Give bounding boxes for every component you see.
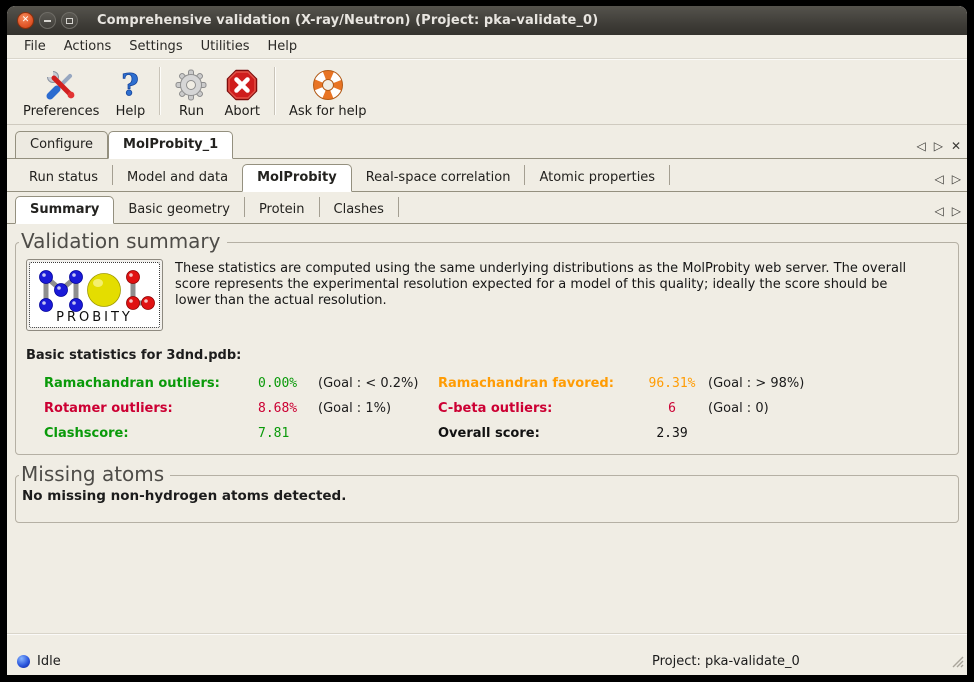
tab-scroll-left-icon[interactable]: ◁ [934, 172, 944, 186]
tools-icon [44, 68, 78, 104]
stat-goal: (Goal : < 0.2%) [318, 376, 419, 391]
logo-caption: PROBITY [56, 309, 133, 325]
tab-molprobity-1[interactable]: MolProbity_1 [108, 131, 234, 159]
app-window: ✕ Comprehensive validation (X-ray/Neutro… [7, 6, 967, 675]
window-title: Comprehensive validation (X-ray/Neutron)… [97, 13, 599, 28]
run-button[interactable]: Run [166, 62, 216, 120]
notebook-tabs-top: Configure MolProbity_1 ◁ ▷ ✕ [7, 125, 967, 159]
summary-description: These statistics are computed using the … [175, 261, 907, 308]
menu-bar: File Actions Settings Utilities Help [7, 35, 967, 58]
stat-label: Overall score: [438, 426, 540, 441]
menu-help[interactable]: Help [267, 39, 298, 54]
stat-goal: (Goal : 1%) [318, 401, 392, 416]
validation-summary-groupbox: Validation summary [15, 229, 959, 455]
spacer [7, 634, 967, 647]
tab-summary[interactable]: Summary [15, 196, 115, 224]
stats-row: Ramachandran outliers: 0.00% (Goal : < 0… [16, 371, 958, 396]
tab-separator [397, 197, 399, 217]
svg-text:?: ? [122, 68, 140, 102]
stat-value: 7.81 [258, 426, 290, 441]
status-sphere-icon [17, 654, 30, 668]
tab-separator [524, 165, 526, 185]
missing-atoms-groupbox: Missing atoms No missing non-hydrogen at… [15, 462, 959, 523]
lifebuoy-icon [311, 68, 345, 104]
toolbar-separator [159, 66, 161, 115]
menu-file[interactable]: File [24, 39, 46, 54]
minimize-icon [44, 19, 51, 22]
validation-summary-heading: Validation summary [19, 229, 227, 253]
tab-molprobity[interactable]: MolProbity [242, 164, 352, 192]
close-icon: ✕ [21, 15, 30, 25]
stat-label: Clashscore: [44, 426, 129, 441]
toolbar-button-label: Ask for help [289, 103, 367, 119]
stats-title: Basic statistics for 3dnd.pdb: [26, 348, 242, 363]
stat-label: Ramachandran outliers: [44, 376, 220, 391]
tab-scroll-right-icon[interactable]: ▷ [951, 204, 961, 218]
toolbar: Preferences ? Help [7, 58, 967, 125]
tab-real-space-correlation[interactable]: Real-space correlation [365, 170, 511, 185]
toolbar-button-label: Preferences [23, 103, 100, 119]
window-close-button[interactable]: ✕ [17, 12, 34, 29]
stat-label: Rotamer outliers: [44, 401, 173, 416]
tab-atomic-properties[interactable]: Atomic properties [539, 170, 656, 185]
stat-value: 2.39 [656, 426, 688, 441]
tab-basic-geometry[interactable]: Basic geometry [128, 202, 230, 217]
title-bar[interactable]: ✕ Comprehensive validation (X-ray/Neutro… [7, 6, 967, 35]
stat-goal: (Goal : > 98%) [708, 376, 805, 391]
help-button[interactable]: ? Help [107, 62, 153, 120]
stat-value: 0.00% [258, 376, 298, 391]
missing-atoms-heading: Missing atoms [19, 462, 171, 486]
toolbar-button-label: Run [179, 103, 204, 119]
stat-value: 96.31% [648, 376, 696, 391]
abort-button[interactable]: Abort [216, 62, 268, 120]
toolbar-separator [274, 66, 276, 115]
tab-run-status[interactable]: Run status [29, 170, 99, 185]
mol-spheres-art [38, 269, 155, 312]
window-minimize-button[interactable] [39, 12, 56, 29]
menu-utilities[interactable]: Utilities [200, 39, 250, 54]
tab-scroll-left-icon[interactable]: ◁ [916, 139, 926, 153]
question-icon: ? [115, 68, 145, 104]
summary-panel: Validation summary [7, 224, 967, 634]
window-maximize-button[interactable] [61, 12, 78, 29]
gear-icon [174, 68, 208, 104]
menu-actions[interactable]: Actions [63, 39, 112, 54]
result-tabs: Run status Model and data MolProbity Rea… [7, 159, 967, 192]
stats-row: Rotamer outliers: 8.68% (Goal : 1%) C-be… [16, 396, 958, 421]
stat-goal: (Goal : 0) [708, 401, 769, 416]
tab-scroll-right-icon[interactable]: ▷ [951, 172, 961, 186]
tab-protein[interactable]: Protein [258, 202, 305, 217]
tab-separator [243, 197, 245, 217]
stat-label: Ramachandran favored: [438, 376, 614, 391]
stats-row: Clashscore: 7.81 Overall score: 2.39 [16, 421, 958, 446]
stat-value: 8.68% [258, 401, 298, 416]
molprobity-subtabs: Summary Basic geometry Protein Clashes ◁… [7, 192, 967, 224]
molprobity-logo: PROBITY [29, 262, 160, 328]
tab-separator [112, 165, 114, 185]
stat-label: C-beta outliers: [438, 401, 553, 416]
menu-settings[interactable]: Settings [129, 39, 183, 54]
ask-for-help-button[interactable]: Ask for help [281, 62, 374, 120]
preferences-button[interactable]: Preferences [15, 62, 107, 120]
tab-close-icon[interactable]: ✕ [950, 139, 961, 153]
tab-separator [669, 165, 671, 185]
toolbar-button-label: Abort [224, 103, 261, 119]
molprobity-logo-button[interactable]: PROBITY [26, 259, 163, 331]
toolbar-button-label: Help [115, 103, 146, 119]
status-text: Idle [37, 653, 61, 669]
maximize-icon [66, 17, 73, 24]
stat-value: 6 [668, 401, 676, 416]
project-label: Project: pka-validate_0 [652, 653, 800, 669]
tab-scroll-left-icon[interactable]: ◁ [934, 204, 944, 218]
tab-clashes[interactable]: Clashes [333, 202, 384, 217]
abort-icon [225, 68, 259, 104]
tab-model-and-data[interactable]: Model and data [127, 170, 229, 185]
tab-configure[interactable]: Configure [15, 131, 109, 158]
status-bar: Idle Project: pka-validate_0 [7, 647, 967, 675]
tab-scroll-right-icon[interactable]: ▷ [933, 139, 943, 153]
tab-separator [318, 197, 320, 217]
missing-atoms-message: No missing non-hydrogen atoms detected. [22, 488, 347, 504]
resize-grip[interactable] [950, 654, 964, 672]
